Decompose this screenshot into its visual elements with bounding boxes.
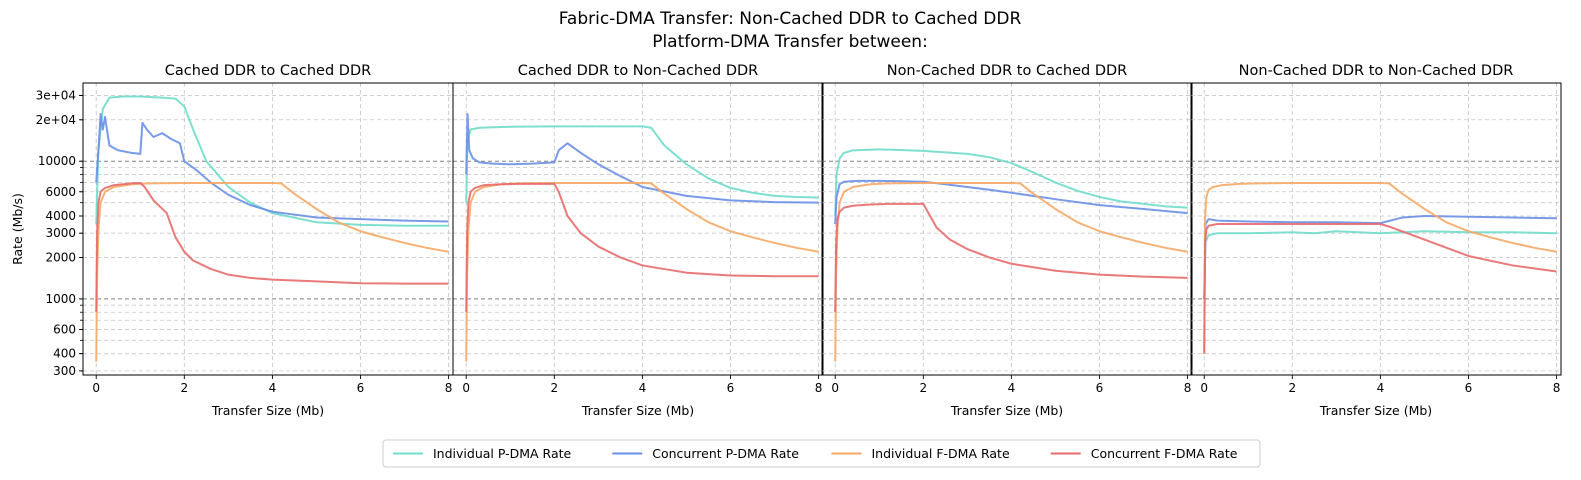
series-line-concurrent-p-dma-rate: [465, 113, 819, 204]
plot-frame: [821, 82, 1193, 376]
y-tick-label: 3e+04: [36, 89, 76, 103]
x-tick-label: 4: [1377, 381, 1385, 395]
plot-frame: [1190, 82, 1562, 376]
series-group: [834, 148, 1188, 362]
x-tick-label: 0: [462, 381, 470, 395]
x-tick-label: 0: [831, 381, 839, 395]
series-line-individual-f-dma-rate: [834, 181, 1188, 362]
x-tick-label: 6: [357, 381, 365, 395]
subplot-title: Cached DDR to Cached DDR: [165, 63, 371, 79]
series-line-individual-f-dma-rate: [95, 181, 449, 362]
y-tick-label: 600: [53, 322, 76, 336]
subplot-2: 0 2 4 6 8 Cached DDR to Non-Cached DDR Transfe…: [452, 63, 824, 418]
legend-label: Concurrent F-DMA Rate: [1091, 446, 1238, 461]
y-tick-label: 3000: [45, 226, 76, 240]
series-line-concurrent-f-dma-rate: [834, 202, 1188, 313]
subplot-title: Non-Cached DDR to Cached DDR: [887, 63, 1128, 79]
y-tick-label: 2000: [45, 250, 76, 264]
y-tick-label: 6000: [45, 185, 76, 199]
x-tick-label: 2: [550, 381, 558, 395]
x-tick-label: 2: [919, 381, 927, 395]
legend-label: Concurrent P-DMA Rate: [652, 446, 799, 461]
legend-item: Concurrent P-DMA Rate: [612, 446, 799, 461]
y-tick-label: 2e+04: [36, 113, 76, 127]
series-line-concurrent-f-dma-rate: [1203, 222, 1557, 354]
x-tick-label: 8: [815, 381, 823, 395]
series-line-concurrent-f-dma-rate: [465, 182, 819, 313]
legend-label: Individual F-DMA Rate: [872, 446, 1010, 461]
subplot-3: 0 2 4 6 8 Non-Cached DDR to Cached DDR Transfe…: [821, 63, 1193, 418]
series-group: [95, 95, 449, 362]
figure-title-line2: Platform-DMA Transfer between:: [652, 32, 928, 52]
figure-title-line1: Fabric-DMA Transfer: Non-Cached DDR to C…: [559, 9, 1022, 29]
y-axis-label: Rate (Mb/s): [10, 193, 25, 265]
series-line-concurrent-p-dma-rate: [1203, 215, 1557, 299]
series-line-individual-p-dma-rate: [95, 95, 449, 227]
series-group: [1203, 181, 1557, 354]
plot-frame: [452, 82, 824, 376]
x-axis-label: Transfer Size (Mb): [581, 403, 694, 418]
x-tick-label: 8: [1553, 381, 1561, 395]
series-line-individual-p-dma-rate: [834, 148, 1188, 217]
legend-item: Individual F-DMA Rate: [831, 446, 1010, 461]
series-line-individual-p-dma-rate: [465, 125, 819, 203]
x-tick-label: 4: [1008, 381, 1016, 395]
series-line-concurrent-f-dma-rate: [95, 181, 449, 313]
y-tick-label: 4000: [45, 209, 76, 223]
y-tick-label: 10000: [38, 154, 76, 168]
subplot-panels: 0 2 4 6 830040060010002000300040006000100002…: [10, 63, 1562, 418]
legend-box: [382, 439, 1261, 468]
series-group: [465, 113, 819, 362]
series-line-concurrent-p-dma-rate: [95, 113, 449, 223]
y-tick-label: 300: [53, 364, 76, 378]
plot-frame: [82, 82, 454, 376]
x-axis-label: Transfer Size (Mb): [211, 403, 324, 418]
x-tick-label: 8: [445, 381, 453, 395]
x-tick-label: 4: [269, 381, 277, 395]
x-tick-label: 0: [1200, 381, 1208, 395]
subplot-title: Cached DDR to Non-Cached DDR: [518, 63, 759, 79]
series-line-individual-f-dma-rate: [1203, 181, 1557, 354]
x-axis-label: Transfer Size (Mb): [1319, 403, 1432, 418]
legend-item: Concurrent F-DMA Rate: [1050, 446, 1238, 461]
x-tick-label: 0: [92, 381, 100, 395]
subplot-title: Non-Cached DDR to Non-Cached DDR: [1239, 63, 1514, 79]
legend: Individual P-DMA Rate Concurrent P-DMA Ra…: [382, 439, 1261, 468]
subplot-1: 0 2 4 6 8 300 400 600 1000 2000 3000 4000 6000 10000 2…: [10, 63, 454, 418]
y-tick-label: 1000: [45, 292, 76, 306]
legend-label: Individual P-DMA Rate: [433, 446, 572, 461]
x-tick-label: 4: [639, 381, 647, 395]
x-axis-label: Transfer Size (Mb): [950, 403, 1063, 418]
x-tick-label: 2: [1288, 381, 1296, 395]
x-tick-label: 6: [727, 381, 735, 395]
series-line-individual-f-dma-rate: [465, 181, 819, 362]
x-tick-label: 8: [1184, 381, 1192, 395]
x-tick-label: 6: [1465, 381, 1473, 395]
x-tick-label: 2: [180, 381, 188, 395]
x-tick-label: 6: [1096, 381, 1104, 395]
y-tick-label: 400: [53, 347, 76, 361]
legend-item: Individual P-DMA Rate: [393, 446, 572, 461]
series-line-individual-p-dma-rate: [1203, 230, 1557, 299]
subplot-4: 0 2 4 6 8 Non-Cached DDR to Non-Cached DDR Tra…: [1190, 63, 1562, 418]
